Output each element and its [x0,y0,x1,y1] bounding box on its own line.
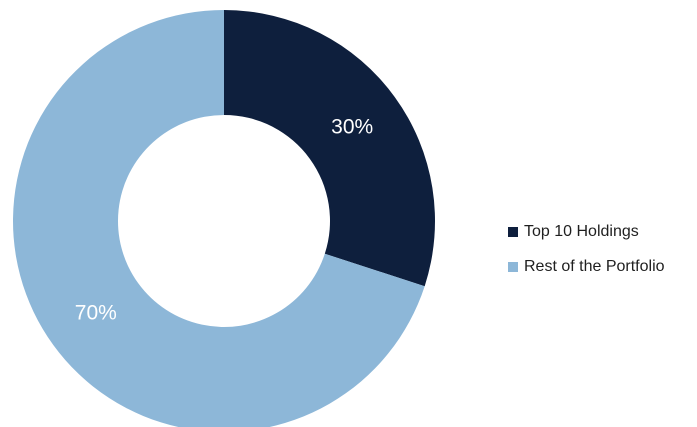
slice-label-rest-of-portfolio: 70% [75,302,117,325]
legend-label-top-10-holdings: Top 10 Holdings [524,223,639,240]
legend-label-rest-of-portfolio: Rest of the Portfolio [524,258,665,275]
donut-slice-rest-of-portfolio [13,10,425,427]
slice-label-top-10-holdings: 30% [331,115,373,138]
legend: Top 10 Holdings Rest of the Portfolio [508,220,665,290]
donut-slices [13,10,435,427]
legend-swatch-top-10-holdings [508,227,518,237]
legend-swatch-rest-of-portfolio [508,262,518,272]
donut-slice-top-10-holdings [224,10,435,287]
legend-item-top-10-holdings: Top 10 Holdings [508,220,665,244]
legend-item-rest-of-portfolio: Rest of the Portfolio [508,255,665,279]
